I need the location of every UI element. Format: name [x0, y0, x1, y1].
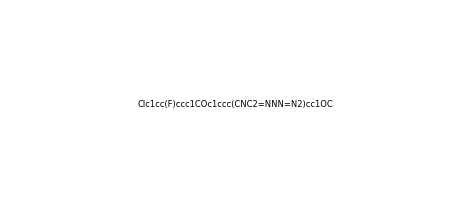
- Text: Clc1cc(F)ccc1COc1ccc(CNC2=NNN=N2)cc1OC: Clc1cc(F)ccc1COc1ccc(CNC2=NNN=N2)cc1OC: [138, 99, 333, 109]
